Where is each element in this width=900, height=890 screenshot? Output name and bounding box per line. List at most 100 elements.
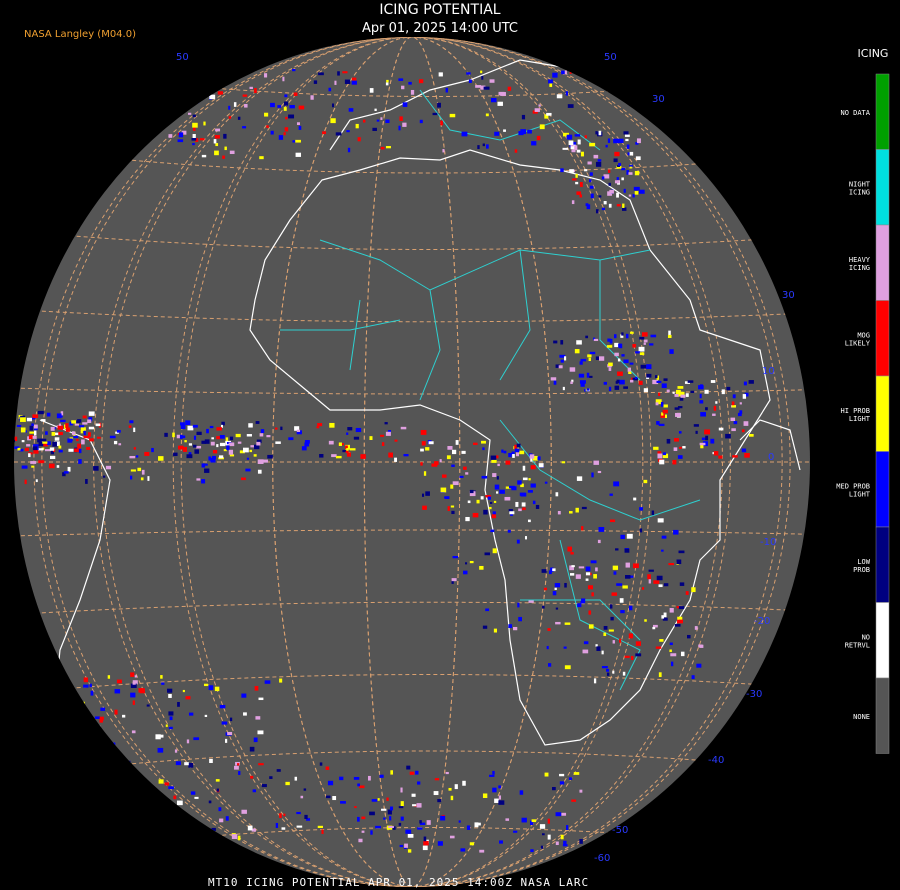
icing-speck <box>555 841 559 846</box>
icing-speck <box>155 832 160 837</box>
icing-speck <box>351 80 357 85</box>
icing-speck <box>499 489 505 494</box>
icing-speck <box>647 574 651 580</box>
icing-speck <box>389 826 396 830</box>
icing-speck <box>264 680 271 684</box>
icing-speck <box>209 83 213 88</box>
icing-speck <box>228 105 231 110</box>
icing-speck <box>532 455 539 461</box>
icing-speck <box>483 86 490 90</box>
icing-speck <box>635 351 641 354</box>
icing-speck <box>276 769 281 772</box>
icing-speck <box>88 411 95 416</box>
icing-speck <box>666 389 670 393</box>
icing-speck <box>712 413 716 416</box>
icing-speck <box>498 91 505 96</box>
icing-speck <box>445 87 448 93</box>
icing-speck <box>658 423 665 427</box>
icing-speck <box>493 628 497 633</box>
icing-speck <box>668 330 671 336</box>
icing-speck <box>223 449 228 452</box>
icing-speck <box>618 138 624 144</box>
icing-speck <box>186 823 190 827</box>
icing-speck <box>698 385 704 390</box>
icing-speck <box>490 529 495 533</box>
icing-speck <box>585 572 591 576</box>
icing-speck <box>483 509 488 515</box>
icing-speck <box>535 504 540 509</box>
icing-speck <box>217 91 224 95</box>
icing-speck <box>491 458 497 463</box>
icing-speck <box>669 642 673 646</box>
icing-speck <box>560 340 564 345</box>
icing-speck <box>394 457 397 462</box>
icing-speck <box>428 441 434 445</box>
icing-speck <box>566 134 573 140</box>
icing-speck <box>516 443 521 448</box>
icing-speck <box>440 815 446 821</box>
icing-speck <box>127 760 131 764</box>
icing-speck <box>107 675 111 679</box>
icing-speck <box>335 455 342 459</box>
icing-speck <box>467 500 471 504</box>
icing-speck <box>613 481 620 487</box>
icing-speck <box>487 496 492 500</box>
icing-speck <box>353 436 360 440</box>
icing-speck <box>632 343 637 348</box>
icing-speck <box>222 155 225 159</box>
icing-speck <box>259 433 264 437</box>
icing-speck <box>301 446 307 451</box>
icing-speck <box>204 463 208 466</box>
icing-speck <box>680 651 685 657</box>
icing-speck <box>412 804 417 807</box>
icing-speck <box>480 496 484 500</box>
icing-speck <box>144 787 150 792</box>
icing-speck <box>37 410 44 415</box>
icing-speck <box>50 449 55 455</box>
icing-speck <box>685 393 689 397</box>
icing-speck <box>420 429 427 435</box>
icing-speck <box>625 333 629 339</box>
legend-swatch <box>875 149 890 226</box>
icing-speck <box>508 508 513 512</box>
icing-speck <box>563 132 569 137</box>
icing-speck <box>593 154 599 159</box>
icing-speck <box>743 381 747 386</box>
legend-label: MOG <box>857 331 870 339</box>
icing-speck <box>192 444 197 448</box>
icing-speck <box>567 104 574 108</box>
icing-speck <box>450 795 454 801</box>
icing-speck <box>496 491 499 494</box>
icing-speck <box>564 622 571 625</box>
icing-speck <box>334 80 337 85</box>
coastline <box>249 149 771 746</box>
icing-speck <box>615 381 619 384</box>
icing-speck <box>721 389 725 395</box>
icing-speck <box>409 771 415 775</box>
icing-speck <box>82 415 87 419</box>
icing-speck <box>132 681 136 685</box>
icing-speck <box>288 437 294 441</box>
icing-speck <box>423 840 429 846</box>
icing-speck <box>410 89 415 95</box>
icing-speck <box>509 511 515 515</box>
icing-speck <box>442 149 445 153</box>
icing-speck <box>304 442 310 447</box>
icing-speck <box>482 447 485 451</box>
icing-speck <box>555 621 561 625</box>
icing-speck <box>567 546 572 552</box>
icing-speck <box>176 800 183 806</box>
icing-speck <box>48 684 52 688</box>
icing-speck <box>439 459 442 463</box>
icing-speck <box>655 402 659 406</box>
icing-speck <box>171 809 176 813</box>
icing-speck <box>317 825 323 829</box>
icing-speck <box>18 448 24 452</box>
icing-speck <box>571 200 575 205</box>
icing-speck <box>680 394 686 398</box>
icing-speck <box>167 688 173 693</box>
icing-speck <box>398 78 404 81</box>
icing-speck <box>588 357 591 361</box>
icing-speck <box>385 146 391 149</box>
icing-speck <box>542 605 545 609</box>
